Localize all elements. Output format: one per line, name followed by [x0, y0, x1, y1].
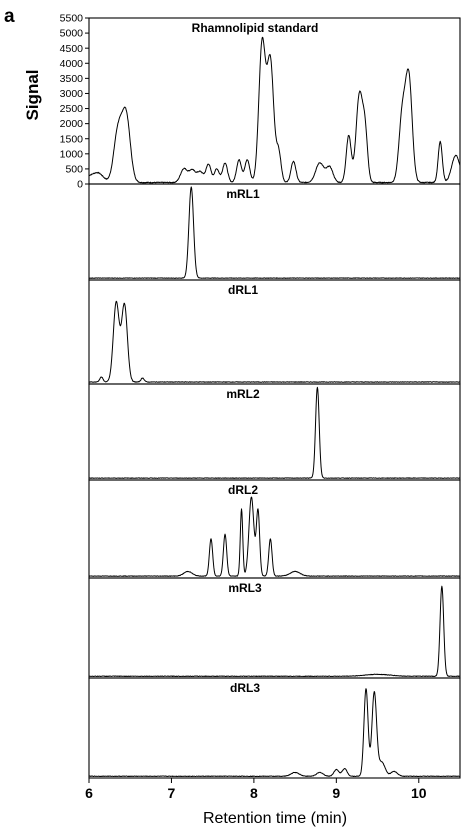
panel-frame [88, 479, 461, 579]
y-tick-label: 5000 [60, 28, 84, 40]
y-tick-label: 3000 [60, 88, 84, 100]
panel-frame [88, 279, 461, 385]
y-tick-label: 1000 [60, 148, 84, 160]
panel-title: mRL3 [228, 581, 262, 595]
x-tick-label: 8 [250, 785, 258, 801]
panel-dRL2: dRL2 [88, 479, 461, 579]
panel-standard: Rhamnolipid standard 0 500 1000 1500 2000 2500… [60, 13, 461, 191]
signal-trace [88, 496, 461, 577]
signal-trace [88, 300, 461, 383]
signal-trace [88, 36, 461, 184]
panel-title: Rhamnolipid standard [192, 21, 319, 35]
panel-frame [88, 577, 461, 679]
panel-frame [88, 17, 461, 185]
signal-trace [88, 186, 461, 279]
y-tick-label: 2000 [60, 118, 84, 130]
signal-trace [88, 386, 461, 479]
y-tick-label: 4500 [60, 43, 84, 55]
y-tick-label: 500 [65, 164, 83, 176]
panel-title: mRL1 [226, 187, 260, 201]
panel-frame [88, 183, 461, 281]
x-tick-label: 10 [411, 785, 427, 801]
panel-mRL2: mRL2 [88, 383, 461, 481]
panel-mRL3: mRL3 [88, 577, 461, 679]
panel-title: mRL2 [226, 387, 260, 401]
y-tick-label: 1500 [60, 133, 84, 145]
panel-title: dRL2 [228, 483, 258, 497]
y-tick-label: 0 [77, 179, 83, 191]
y-tick-label: 4000 [60, 58, 84, 70]
y-tick-label: 3500 [60, 73, 84, 85]
panel-dRL1: dRL1 [88, 279, 461, 385]
panel-dRL3: dRL3 [88, 677, 461, 779]
y-axis-label: Signal [23, 69, 42, 120]
x-axis-label: Retention time (min) [203, 810, 347, 827]
y-tick-label: 5500 [60, 13, 84, 25]
x-tick-label: 9 [332, 785, 340, 801]
y-tick-label: 2500 [60, 103, 84, 115]
panel-frame [88, 677, 461, 779]
x-tick-label: 7 [168, 785, 176, 801]
signal-trace [88, 688, 461, 778]
panel-frame [88, 383, 461, 481]
panel-mRL1: mRL1 [88, 183, 461, 281]
signal-trace [88, 585, 461, 678]
x-tick-label: 6 [85, 785, 93, 801]
panel-title: dRL1 [228, 283, 258, 297]
chromatogram-panels: Rhamnolipid standard 0 500 1000 1500 2000 2500… [60, 13, 461, 801]
panel-letter: a [4, 6, 15, 27]
panel-title: dRL3 [230, 681, 260, 695]
